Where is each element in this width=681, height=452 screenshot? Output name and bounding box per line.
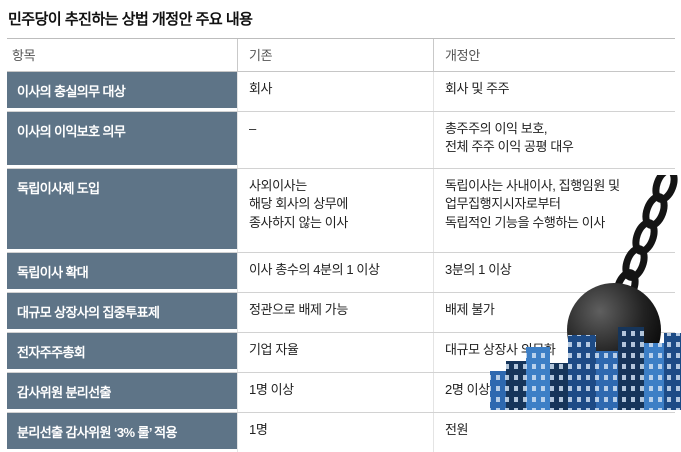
infographic-page: 민주당이 추진하는 상법 개정안 주요 내용 항목 기존 개정안 이사의 충실의… xyxy=(7,11,681,452)
row-item-label: 분리선출 감사위원 ‘3% 룰’ 적용 xyxy=(7,413,237,452)
row-item-label: 전자주주총회 xyxy=(7,333,237,372)
table-row: 독립이사 확대 이사 총수의 4분의 1 이상 3분의 1 이상 xyxy=(7,253,675,293)
table-header-row: 항목 기존 개정안 xyxy=(7,38,675,72)
column-header-existing: 기존 xyxy=(237,39,433,71)
table-body: 이사의 충실의무 대상 회사 회사 및 주주 이사의 이익보호 의무 – 총주주의 이익 … xyxy=(7,72,675,452)
row-item-label: 이사의 충실의무 대상 xyxy=(7,72,237,111)
table-row: 감사위원 분리선출 1명 이상 2명 이상 xyxy=(7,373,675,413)
row-existing-value: 1명 이상 xyxy=(237,373,433,412)
row-item-label: 이사의 이익보호 의무 xyxy=(7,112,237,168)
row-existing-value: 이사 총수의 4분의 1 이상 xyxy=(237,253,433,292)
row-amendment-value: 전원 xyxy=(433,413,675,452)
row-amendment-value: 총주주의 이익 보호, 전체 주주 이익 공평 대우 xyxy=(433,112,675,168)
page-title: 민주당이 추진하는 상법 개정안 주요 내용 xyxy=(8,11,253,28)
row-item-label: 독립이사제 도입 xyxy=(7,169,237,252)
row-item-label: 감사위원 분리선출 xyxy=(7,373,237,412)
row-item-label: 대규모 상장사의 집중투표제 xyxy=(7,293,237,332)
row-amendment-value: 2명 이상 xyxy=(433,373,675,412)
row-existing-value: – xyxy=(237,112,433,168)
row-amendment-value: 회사 및 주주 xyxy=(433,72,675,111)
row-amendment-value: 대규모 상장사 의무화 xyxy=(433,333,675,372)
row-existing-value: 기업 자율 xyxy=(237,333,433,372)
row-amendment-value: 독립이사는 사내이사, 집행임원 및 업무집행지시자로부터 독립적인 기능을 수… xyxy=(433,169,675,252)
table-row: 전자주주총회 기업 자율 대규모 상장사 의무화 xyxy=(7,333,675,373)
row-existing-value: 정관으로 배제 가능 xyxy=(237,293,433,332)
row-existing-value: 회사 xyxy=(237,72,433,111)
table-row: 대규모 상장사의 집중투표제 정관으로 배제 가능 배제 불가 xyxy=(7,293,675,333)
column-header-amendment: 개정안 xyxy=(433,39,675,71)
row-amendment-value: 배제 불가 xyxy=(433,293,675,332)
row-item-label: 독립이사 확대 xyxy=(7,253,237,292)
table-row: 이사의 이익보호 의무 – 총주주의 이익 보호, 전체 주주 이익 공평 대우 xyxy=(7,112,675,169)
table-row: 독립이사제 도입 사외이사는 해당 회사의 상무에 종사하지 않는 이사 독립이사는… xyxy=(7,169,675,253)
table-row: 이사의 충실의무 대상 회사 회사 및 주주 xyxy=(7,72,675,112)
table-row: 분리선출 감사위원 ‘3% 룰’ 적용 1명 전원 xyxy=(7,413,675,452)
row-existing-value: 사외이사는 해당 회사의 상무에 종사하지 않는 이사 xyxy=(237,169,433,252)
row-amendment-value: 3분의 1 이상 xyxy=(433,253,675,292)
amendment-table: 항목 기존 개정안 이사의 충실의무 대상 회사 회사 및 주주 이사의 이익보호 의… xyxy=(7,38,675,452)
column-header-item: 항목 xyxy=(12,48,36,63)
row-existing-value: 1명 xyxy=(237,413,433,452)
